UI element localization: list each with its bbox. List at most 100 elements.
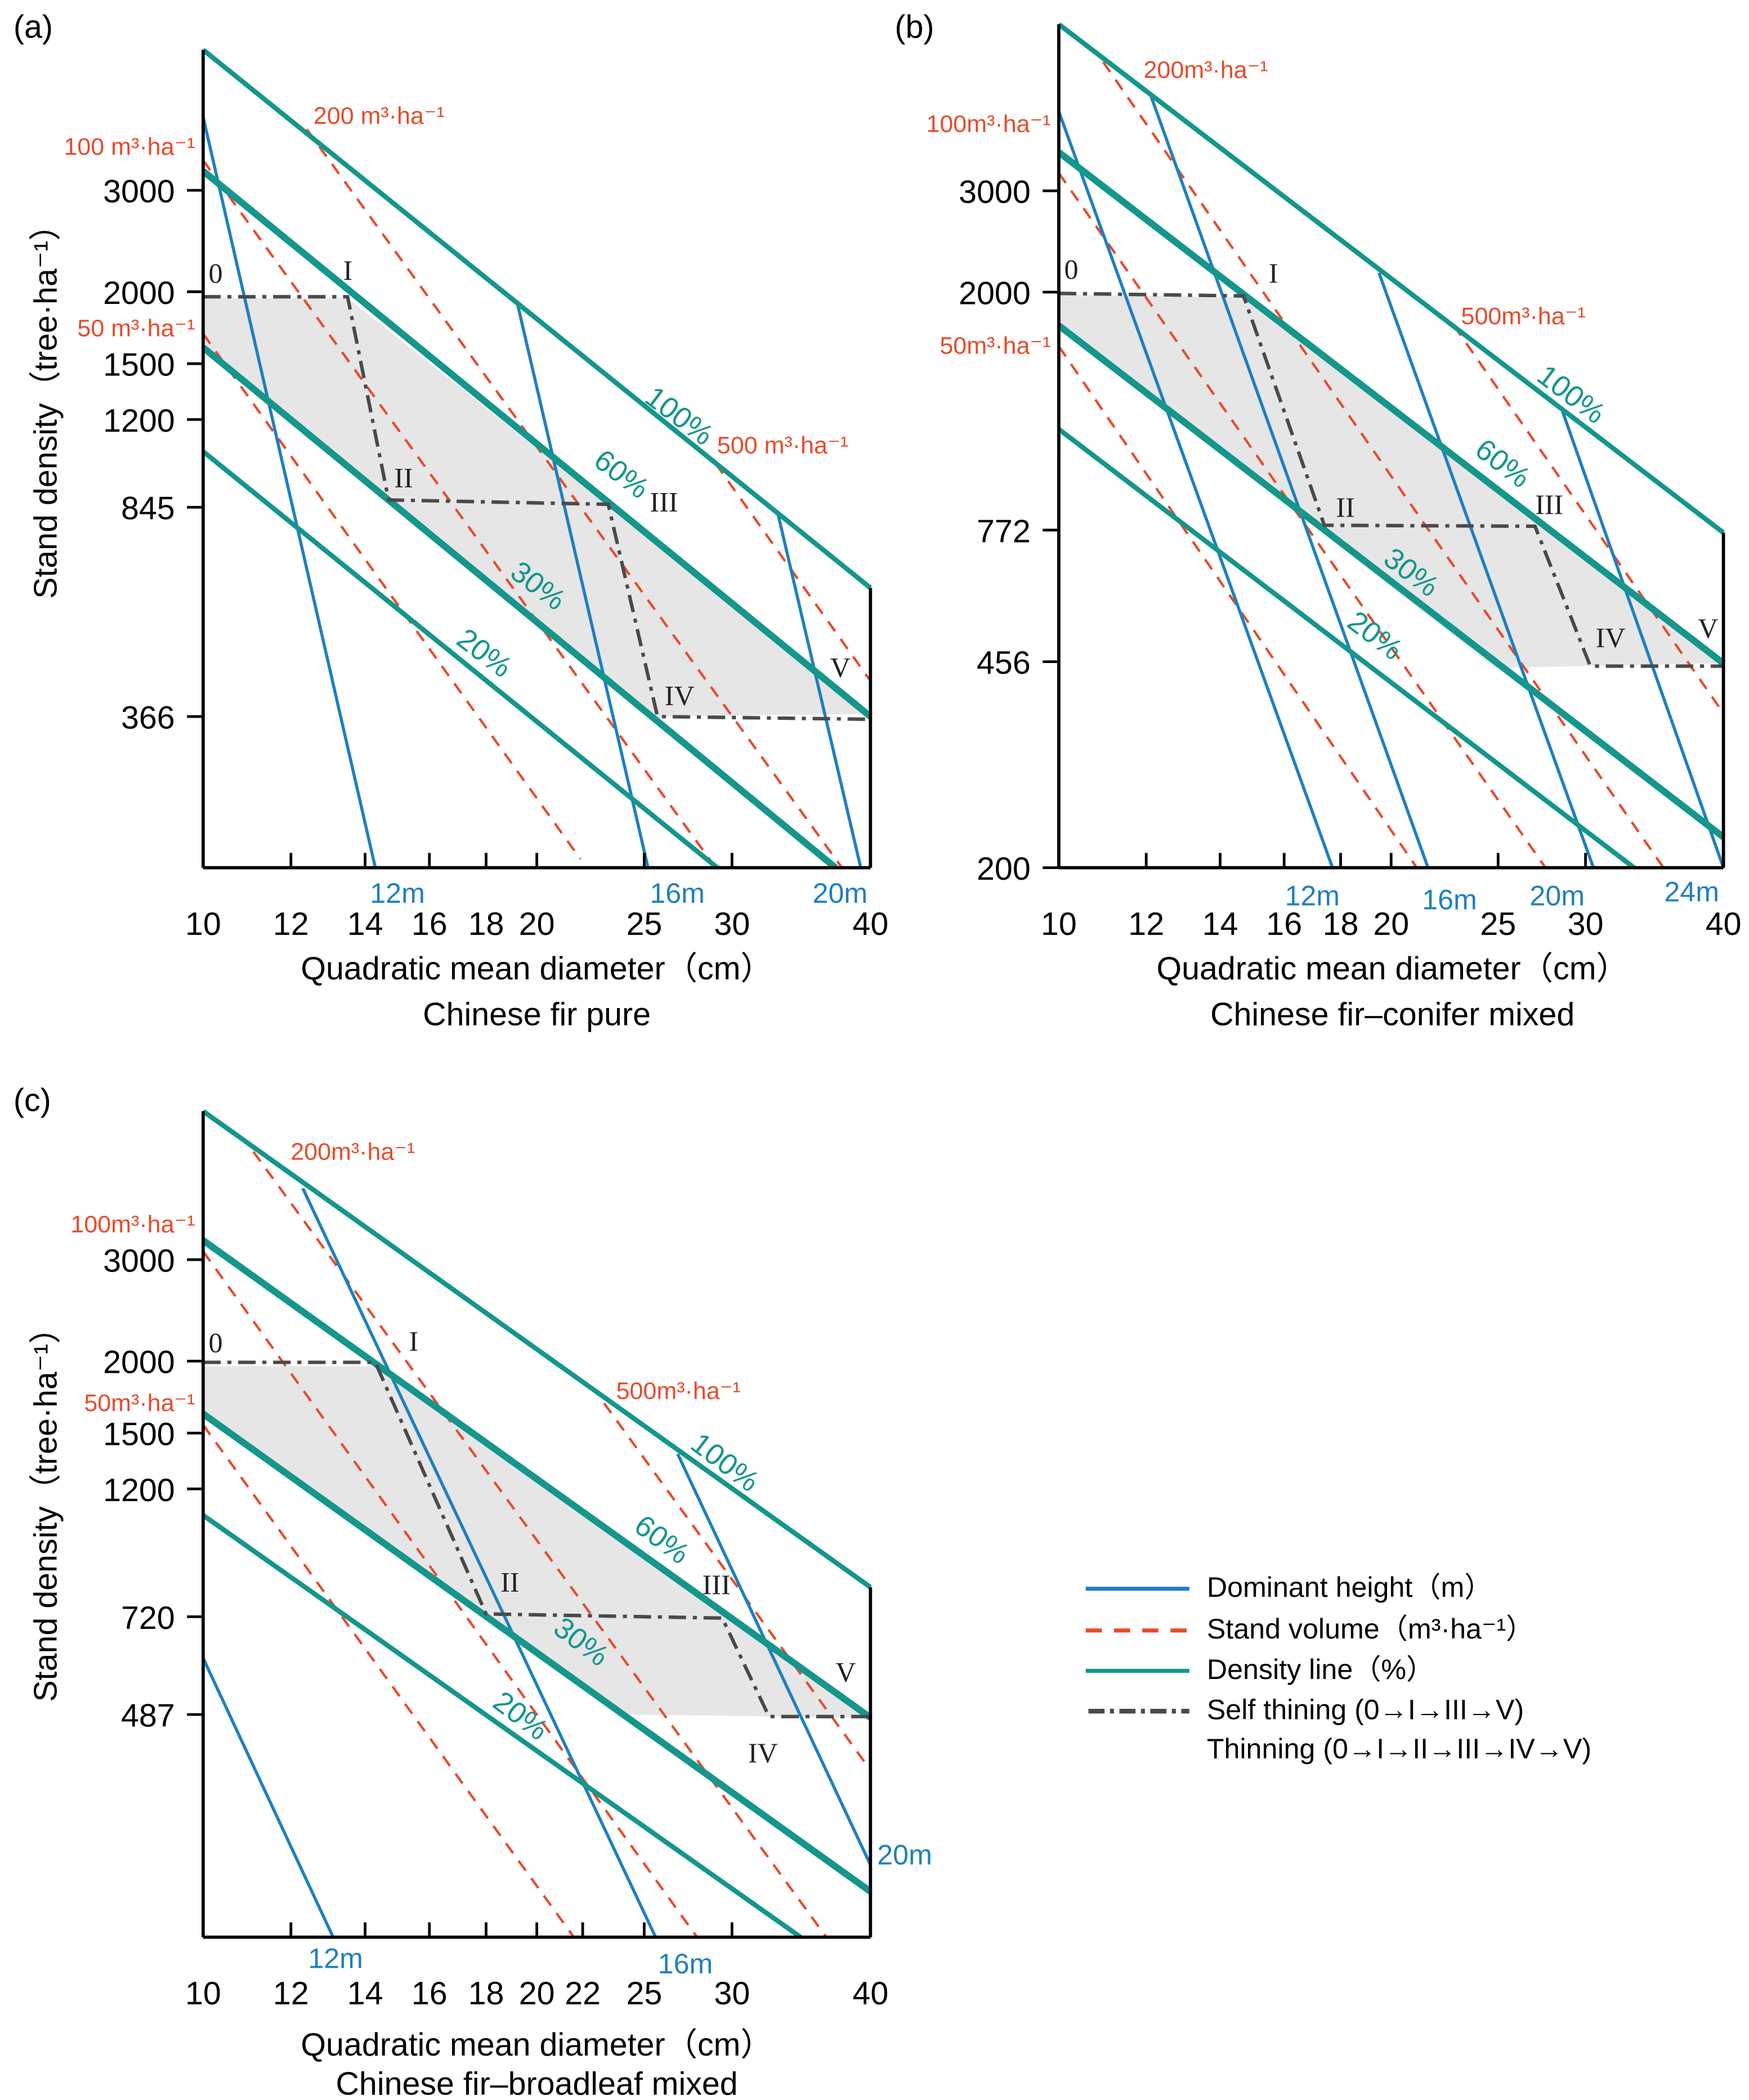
panel-title: Chinese fir–conifer mixed	[1210, 996, 1574, 1032]
density-line-60pct	[203, 168, 873, 719]
density-line-100pct	[1058, 22, 1725, 535]
path-point-label: IV	[665, 679, 695, 711]
x-tick-label: 10	[185, 906, 221, 942]
height-line-12m	[1058, 111, 1334, 868]
height-line-24m	[1561, 411, 1725, 868]
density-line-30pct	[203, 344, 838, 868]
volume-line-label: 50m³·ha⁻¹	[940, 333, 1050, 360]
x-tick-label: 20	[1373, 906, 1409, 942]
density-line-30pct	[1058, 323, 1726, 840]
path-point-label: III	[650, 486, 678, 517]
density-line-20pct	[203, 449, 719, 868]
x-tick-label: 18	[1323, 906, 1359, 942]
height-line-label: 24m	[1664, 876, 1719, 907]
legend-item-label: Self thining (0→I→III→V)	[1207, 1694, 1524, 1726]
height-line-label: 12m	[308, 1943, 363, 1974]
thinning-zone-shade	[1058, 294, 1724, 668]
plot-area	[1058, 22, 1726, 868]
height-line-label: 16m	[658, 1948, 713, 1980]
thinning-path	[203, 1360, 871, 1718]
y-tick-label: 200	[977, 851, 1031, 887]
path-point-label: 0	[208, 257, 222, 289]
y-tick-label: 3000	[103, 1243, 175, 1279]
y-tick-label: 2000	[103, 275, 175, 311]
volume-line-2	[306, 128, 843, 868]
height-line-12m	[203, 117, 377, 868]
height-line-label: 16m	[1422, 884, 1477, 916]
x-tick-label: 25	[627, 906, 663, 942]
x-tick-label: 10	[1041, 906, 1077, 942]
volume-line-label: 50 m³·ha⁻¹	[77, 315, 195, 342]
panel-title: Chinese fir–broadleaf mixed	[336, 2066, 738, 2100]
density-line-20pct	[203, 1513, 802, 1937]
x-tick-label: 12	[273, 906, 309, 942]
y-tick-label: 1500	[103, 1417, 175, 1453]
volume-line-label: 200m³·ha⁻¹	[1144, 57, 1268, 84]
legend-item-label: Thinning (0→I→II→III→IV→V)	[1207, 1733, 1591, 1765]
x-tick-label: 25	[627, 1976, 663, 2012]
volume-line-0	[203, 1424, 575, 1937]
path-point-label: IV	[748, 1737, 778, 1768]
height-line-16m	[516, 302, 650, 868]
legend: Dominant height（m） Stand volume（m³·ha⁻¹） D…	[1085, 1571, 1591, 1765]
volume-line-0	[1058, 346, 1418, 868]
panel-letter: (a)	[14, 9, 53, 45]
height-line-16m	[1148, 93, 1430, 868]
x-tick-label: 40	[1706, 906, 1742, 942]
volume-line-3	[1453, 325, 1725, 714]
path-point-label: IV	[1596, 622, 1626, 653]
plot-area	[203, 48, 873, 868]
density-line-60pct	[1058, 149, 1726, 666]
y-tick-label: 487	[121, 1698, 175, 1734]
panel-letter: (b)	[894, 9, 934, 45]
path-point-label: I	[1269, 257, 1278, 289]
path-point-label: II	[394, 462, 413, 493]
y-tick-label: 720	[121, 1600, 175, 1636]
x-tick-label: 12	[273, 1976, 309, 2012]
density-line-60pct	[203, 1237, 873, 1721]
x-tick-label: 10	[185, 1976, 221, 2012]
volume-line-label: 500m³·ha⁻¹	[616, 1378, 741, 1405]
x-tick-label: 16	[1266, 906, 1302, 942]
path-point-label: III	[1535, 489, 1563, 520]
x-tick-label: 40	[852, 906, 888, 942]
y-tick-label: 845	[121, 491, 175, 527]
x-tick-label: 16	[411, 906, 448, 942]
y-axis-title: Stand density（tree·ha⁻¹）	[28, 1311, 64, 1702]
y-tick-label: 2000	[959, 276, 1031, 312]
path-point-label: V	[830, 651, 851, 683]
y-tick-label: 3000	[103, 174, 175, 210]
path-point-label: V	[835, 1656, 856, 1688]
legend-item-label: Density line（%）	[1207, 1654, 1434, 1685]
x-tick-label: 14	[1202, 906, 1238, 942]
path-point-label: III	[703, 1569, 731, 1600]
density-line-label: 100%	[1531, 359, 1612, 431]
x-axis-title: Quadratic mean diameter（cm）	[1156, 951, 1628, 987]
panel-title: Chinese fir pure	[423, 996, 651, 1032]
volume-line-label: 200 m³·ha⁻¹	[314, 102, 445, 129]
y-tick-label: 772	[977, 513, 1031, 549]
path-point-label: II	[1336, 491, 1354, 523]
height-line-label: 12m	[370, 877, 425, 909]
path-point-label: I	[343, 254, 352, 286]
x-tick-label: 30	[714, 1976, 750, 2012]
path-point-label: I	[409, 1326, 419, 1357]
height-line-label: 20m	[877, 1839, 932, 1871]
path-point-label: 0	[208, 1327, 222, 1358]
height-line-20m	[676, 1453, 872, 1866]
x-tick-label: 22	[565, 1976, 601, 2012]
height-line-16m	[301, 1188, 657, 1937]
y-tick-label: 2000	[103, 1345, 175, 1381]
density-line-100pct	[203, 48, 873, 590]
height-line-label: 12m	[1285, 880, 1340, 912]
y-tick-label: 1200	[103, 403, 175, 439]
y-tick-label: 1500	[103, 347, 175, 383]
volume-line-3	[603, 1402, 872, 1771]
x-axis-title: Quadratic mean diameter（cm）	[301, 2027, 772, 2063]
x-tick-label: 12	[1128, 906, 1164, 942]
x-tick-label: 18	[468, 1976, 504, 2012]
legend-item-label: Stand volume（m³·ha⁻¹）	[1207, 1613, 1535, 1645]
panel-c: 10 12 14 16 18 20 22 25 30 40 3000 2000 1500 1200 720 4…	[14, 1082, 932, 2100]
height-line-12m	[203, 1657, 335, 1937]
